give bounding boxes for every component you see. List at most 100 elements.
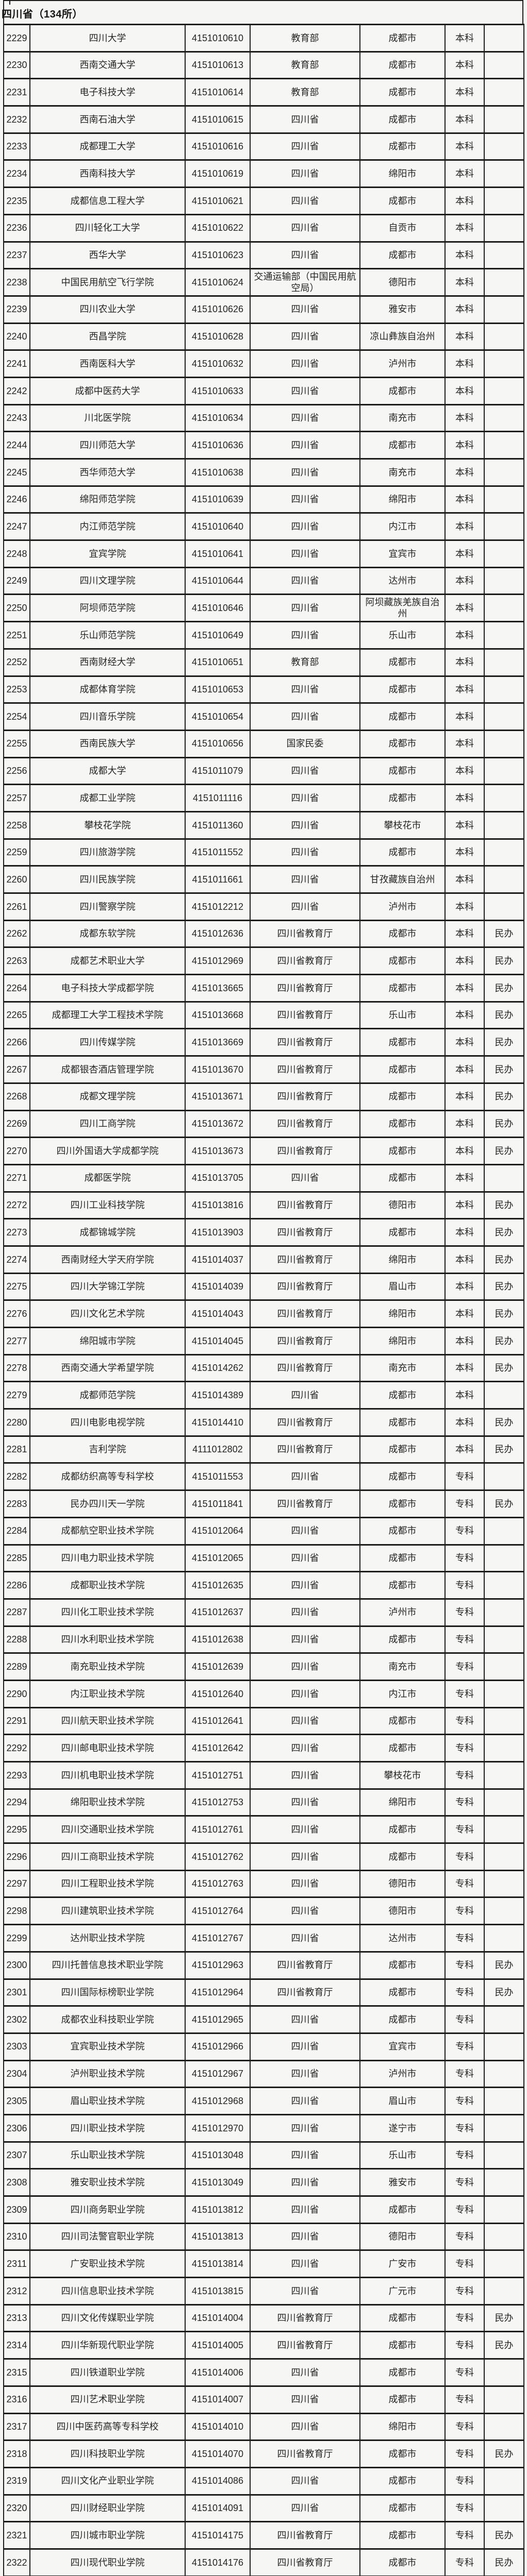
school-name-cell: 成都理工大学 (29, 132, 186, 161)
code-cell: 4151012761 (185, 1815, 251, 1844)
remark-cell (484, 2032, 524, 2061)
department-cell: 四川省教育厅 (250, 1408, 360, 1437)
city-cell: 乐山市 (359, 621, 446, 650)
department-cell: 四川省 (250, 1625, 360, 1654)
remark-cell (484, 1571, 524, 1600)
school-name-cell: 眉山职业技术学院 (29, 2087, 186, 2115)
city-cell: 南充市 (359, 1652, 446, 1681)
serial-cell: 2229 (3, 24, 30, 53)
city-cell: 成都市 (359, 2548, 446, 2576)
school-name-cell: 四川城市职业学院 (29, 2521, 186, 2550)
level-cell: 本科 (444, 1299, 485, 1328)
school-name-cell: 广安职业技术学院 (29, 2249, 186, 2279)
remark-cell (484, 1761, 524, 1790)
department-cell: 四川省 (250, 322, 360, 351)
remark-cell (484, 892, 524, 921)
serial-cell: 2315 (3, 2358, 30, 2387)
serial-cell: 2258 (3, 810, 30, 840)
remark-cell: 民办 (484, 1978, 524, 2007)
department-cell: 四川省教育厅 (250, 1435, 360, 1464)
code-cell: 4151012964 (185, 1978, 251, 2007)
serial-cell: 2230 (3, 50, 30, 80)
table-row: 2238 中国民用航空飞行学院 4151010624 交通运输部（中国民用航空局） 德阳… (3, 268, 524, 297)
school-name-cell: 四川文化产业职业学院 (29, 2466, 186, 2496)
code-cell: 4151012064 (185, 1516, 251, 1546)
level-cell: 专科 (444, 2439, 485, 2468)
table-row: 2252 西南财经大学 4151010651 教育部 成都市 本科 (3, 648, 524, 677)
serial-cell: 2288 (3, 1625, 30, 1654)
school-name-cell: 四川电影电视学院 (29, 1408, 186, 1437)
school-name-cell: 四川商务职业学院 (29, 2195, 186, 2224)
level-cell: 本科 (444, 621, 485, 650)
level-cell: 本科 (444, 105, 485, 134)
level-cell: 本科 (444, 648, 485, 677)
school-name-cell: 西南科技大学 (29, 159, 186, 189)
city-cell: 成都市 (359, 702, 446, 731)
table-row: 2311 广安职业技术学院 4151013814 四川省 广安市 专科 (3, 2249, 524, 2279)
city-cell: 雅安市 (359, 2168, 446, 2197)
serial-cell: 2314 (3, 2331, 30, 2360)
school-name-cell: 四川文化传媒职业学院 (29, 2303, 186, 2333)
level-cell: 专科 (444, 1842, 485, 1871)
level-cell: 本科 (444, 1381, 485, 1410)
table-row: 2314 四川华新现代职业学院 4151014005 四川省教育厅 成都市 专科 民办 (3, 2331, 524, 2360)
table-row: 2298 四川建筑职业技术学院 4151012764 四川省 德阳市 专科 (3, 1896, 524, 1926)
level-cell: 本科 (444, 1327, 485, 1355)
department-cell: 四川省教育厅 (250, 1327, 360, 1355)
code-cell: 4151012751 (185, 1761, 251, 1790)
level-cell: 本科 (444, 50, 485, 80)
level-cell: 专科 (444, 2494, 485, 2523)
code-cell: 4151010636 (185, 431, 251, 460)
code-cell: 4151014004 (185, 2303, 251, 2333)
level-cell: 本科 (444, 974, 485, 1003)
school-name-cell: 内江师范学院 (29, 512, 186, 541)
city-cell: 宜宾市 (359, 2032, 446, 2061)
department-cell: 四川省 (250, 1381, 360, 1410)
city-cell: 德阳市 (359, 1869, 446, 1899)
department-cell: 四川省 (250, 892, 360, 921)
department-cell: 四川省 (250, 458, 360, 487)
city-cell: 成都市 (359, 2358, 446, 2387)
table-row: 2260 四川民族学院 4151011661 四川省 甘孜藏族自治州 本科 (3, 865, 524, 894)
serial-cell: 2241 (3, 349, 30, 378)
level-cell: 专科 (444, 2412, 485, 2442)
city-cell: 成都市 (359, 78, 446, 107)
school-name-cell: 四川轻化工大学 (29, 213, 186, 243)
department-cell: 四川省 (250, 1516, 360, 1546)
remark-cell (484, 810, 524, 840)
code-cell: 4151011841 (185, 1489, 251, 1518)
city-cell: 南充市 (359, 403, 446, 433)
department-cell: 四川省 (250, 431, 360, 460)
department-cell: 四川省教育厅 (250, 1272, 360, 1301)
level-cell: 本科 (444, 919, 485, 948)
city-cell: 成都市 (359, 1978, 446, 2007)
table-row: 2272 四川工业科技学院 4151013816 四川省教育厅 德阳市 本科 民办 (3, 1191, 524, 1220)
level-cell: 本科 (444, 675, 485, 704)
code-cell: 4151014086 (185, 2466, 251, 2496)
table-row: 2241 西南医科大学 4151010632 四川省 泸州市 本科 (3, 349, 524, 378)
table-row: 2282 成都纺织高等专科学校 4151011553 四川省 成都市 专科 (3, 1462, 524, 1492)
school-name-cell: 四川航天职业技术学院 (29, 1706, 186, 1736)
serial-cell: 2245 (3, 458, 30, 487)
school-name-cell: 成都大学 (29, 756, 186, 786)
serial-cell: 2282 (3, 1462, 30, 1492)
serial-cell: 2253 (3, 675, 30, 704)
code-cell: 4151012968 (185, 2087, 251, 2115)
department-cell: 四川省教育厅 (250, 1191, 360, 1220)
level-cell: 专科 (444, 2521, 485, 2550)
code-cell: 4151011661 (185, 865, 251, 894)
level-cell: 本科 (444, 1245, 485, 1274)
level-cell: 本科 (444, 295, 485, 324)
code-cell: 4151010633 (185, 376, 251, 405)
code-cell: 4151011116 (185, 784, 251, 812)
table-row: 2229 四川大学 4151010610 教育部 成都市 本科 (3, 24, 524, 53)
table-row: 2278 西南交通大学希望学院 4151014262 四川省教育厅 南充市 本科 民办 (3, 1353, 524, 1383)
serial-cell: 2266 (3, 1028, 30, 1057)
level-cell: 本科 (444, 865, 485, 894)
code-cell: 4151012641 (185, 1706, 251, 1736)
table-row: 2307 乐山职业技术学院 4151013048 四川省 乐山市 专科 (3, 2141, 524, 2170)
remark-cell (484, 2412, 524, 2442)
table-row: 2312 四川信息职业技术学院 4151013815 四川省 广元市 专科 (3, 2277, 524, 2306)
city-cell: 成都市 (359, 1462, 446, 1492)
serial-cell: 2276 (3, 1299, 30, 1328)
